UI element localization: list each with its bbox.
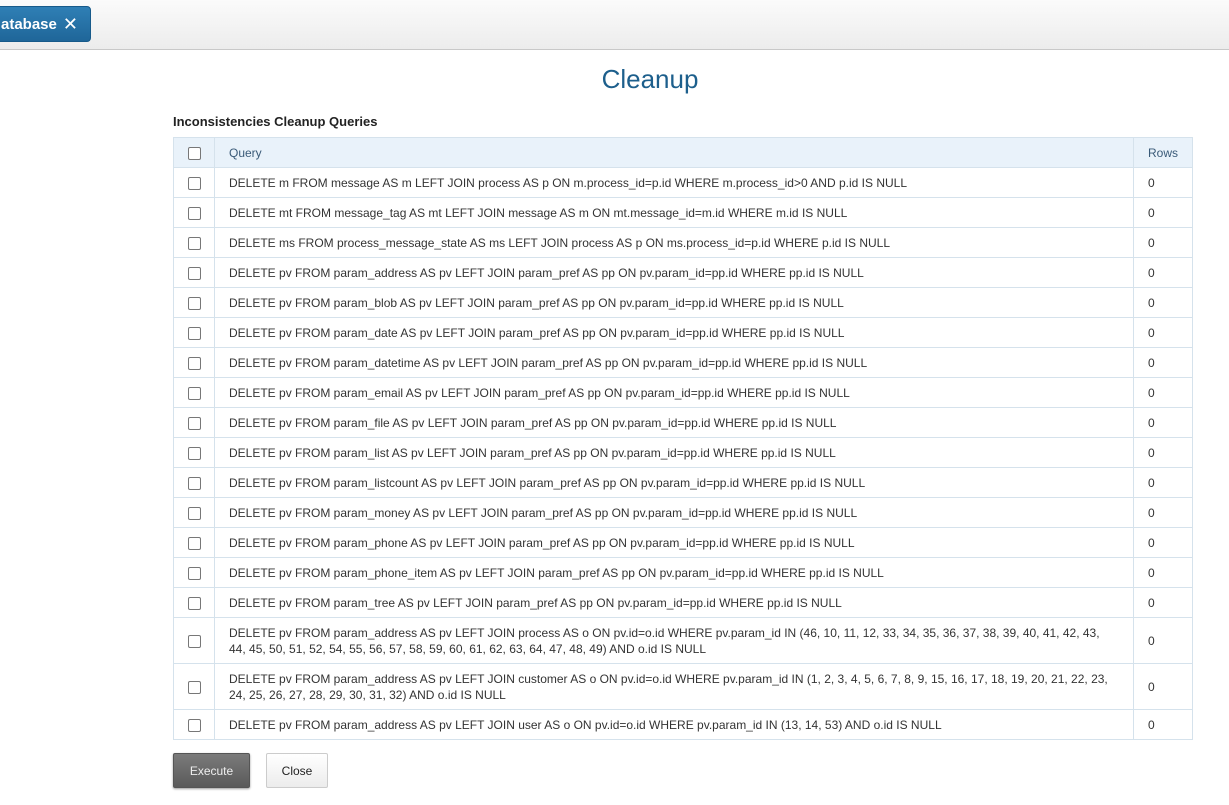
rows-cell: 0 xyxy=(1133,467,1193,498)
queries-table: Query Rows DELETE m FROM message AS m LE… xyxy=(173,137,1193,740)
section-title: Inconsistencies Cleanup Queries xyxy=(173,114,378,129)
rows-cell: 0 xyxy=(1133,287,1193,318)
select-all-checkbox[interactable] xyxy=(187,146,201,160)
table-row: DELETE mt FROM message_tag AS mt LEFT JO… xyxy=(173,197,1193,228)
row-checkbox[interactable] xyxy=(187,386,201,400)
close-icon[interactable]: ✕ xyxy=(62,13,78,34)
close-button[interactable]: Close xyxy=(266,753,328,788)
rows-cell: 0 xyxy=(1133,257,1193,288)
query-cell: DELETE pv FROM param_address AS pv LEFT … xyxy=(214,617,1134,664)
query-cell: DELETE pv FROM param_address AS pv LEFT … xyxy=(214,709,1134,740)
table-row: DELETE pv FROM param_date AS pv LEFT JOI… xyxy=(173,317,1193,348)
top-bar: atabase ✕ xyxy=(0,0,1229,50)
rows-cell: 0 xyxy=(1133,317,1193,348)
table-row: DELETE ms FROM process_message_state AS … xyxy=(173,227,1193,258)
execute-button[interactable]: Execute xyxy=(173,753,250,788)
query-cell: DELETE pv FROM param_file AS pv LEFT JOI… xyxy=(214,407,1134,438)
rows-cell: 0 xyxy=(1133,227,1193,258)
query-cell: DELETE pv FROM param_money AS pv LEFT JO… xyxy=(214,497,1134,528)
rows-cell: 0 xyxy=(1133,497,1193,528)
tab-label: atabase xyxy=(1,15,57,33)
rows-cell: 0 xyxy=(1133,167,1193,198)
query-cell: DELETE pv FROM param_phone_item AS pv LE… xyxy=(214,557,1134,588)
table-row: DELETE pv FROM param_address AS pv LEFT … xyxy=(173,709,1193,740)
row-checkbox[interactable] xyxy=(187,176,201,190)
table-row: DELETE pv FROM param_address AS pv LEFT … xyxy=(173,617,1193,664)
row-checkbox[interactable] xyxy=(187,476,201,490)
row-checkbox[interactable] xyxy=(187,446,201,460)
rows-cell: 0 xyxy=(1133,347,1193,378)
table-row: DELETE m FROM message AS m LEFT JOIN pro… xyxy=(173,167,1193,198)
rows-cell: 0 xyxy=(1133,617,1193,664)
row-checkbox[interactable] xyxy=(187,296,201,310)
row-checkbox[interactable] xyxy=(187,634,201,648)
query-cell: DELETE pv FROM param_date AS pv LEFT JOI… xyxy=(214,317,1134,348)
column-header-query: Query xyxy=(214,137,1134,168)
table-row: DELETE pv FROM param_address AS pv LEFT … xyxy=(173,663,1193,710)
column-header-rows: Rows xyxy=(1133,137,1193,168)
row-checkbox[interactable] xyxy=(187,266,201,280)
table-row: DELETE pv FROM param_phone_item AS pv LE… xyxy=(173,557,1193,588)
row-checkbox[interactable] xyxy=(187,236,201,250)
table-header: Query Rows xyxy=(173,137,1193,168)
table-row: DELETE pv FROM param_tree AS pv LEFT JOI… xyxy=(173,587,1193,618)
query-cell: DELETE pv FROM param_phone AS pv LEFT JO… xyxy=(214,527,1134,558)
row-checkbox[interactable] xyxy=(187,356,201,370)
row-checkbox[interactable] xyxy=(187,326,201,340)
table-row: DELETE pv FROM param_list AS pv LEFT JOI… xyxy=(173,437,1193,468)
row-checkbox[interactable] xyxy=(187,680,201,694)
table-row: DELETE pv FROM param_datetime AS pv LEFT… xyxy=(173,347,1193,378)
query-cell: DELETE pv FROM param_list AS pv LEFT JOI… xyxy=(214,437,1134,468)
query-cell: DELETE pv FROM param_blob AS pv LEFT JOI… xyxy=(214,287,1134,318)
query-cell: DELETE pv FROM param_listcount AS pv LEF… xyxy=(214,467,1134,498)
rows-cell: 0 xyxy=(1133,527,1193,558)
rows-cell: 0 xyxy=(1133,407,1193,438)
rows-cell: 0 xyxy=(1133,587,1193,618)
row-checkbox[interactable] xyxy=(187,536,201,550)
row-checkbox[interactable] xyxy=(187,416,201,430)
query-cell: DELETE mt FROM message_tag AS mt LEFT JO… xyxy=(214,197,1134,228)
rows-cell: 0 xyxy=(1133,557,1193,588)
query-cell: DELETE pv FROM param_email AS pv LEFT JO… xyxy=(214,377,1134,408)
row-checkbox[interactable] xyxy=(187,506,201,520)
rows-cell: 0 xyxy=(1133,663,1193,710)
query-cell: DELETE pv FROM param_address AS pv LEFT … xyxy=(214,663,1134,710)
table-row: DELETE pv FROM param_listcount AS pv LEF… xyxy=(173,467,1193,498)
query-cell: DELETE m FROM message AS m LEFT JOIN pro… xyxy=(214,167,1134,198)
table-row: DELETE pv FROM param_file AS pv LEFT JOI… xyxy=(173,407,1193,438)
query-cell: DELETE pv FROM param_datetime AS pv LEFT… xyxy=(214,347,1134,378)
rows-cell: 0 xyxy=(1133,377,1193,408)
rows-cell: 0 xyxy=(1133,197,1193,228)
rows-cell: 0 xyxy=(1133,437,1193,468)
page-title: Cleanup xyxy=(601,64,699,94)
row-checkbox[interactable] xyxy=(187,718,201,732)
table-row: DELETE pv FROM param_email AS pv LEFT JO… xyxy=(173,377,1193,408)
row-checkbox[interactable] xyxy=(187,596,201,610)
table-row: DELETE pv FROM param_address AS pv LEFT … xyxy=(173,257,1193,288)
query-cell: DELETE ms FROM process_message_state AS … xyxy=(214,227,1134,258)
row-checkbox[interactable] xyxy=(187,566,201,580)
query-cell: DELETE pv FROM param_tree AS pv LEFT JOI… xyxy=(214,587,1134,618)
table-row: DELETE pv FROM param_money AS pv LEFT JO… xyxy=(173,497,1193,528)
query-cell: DELETE pv FROM param_address AS pv LEFT … xyxy=(214,257,1134,288)
table-row: DELETE pv FROM param_phone AS pv LEFT JO… xyxy=(173,527,1193,558)
row-checkbox[interactable] xyxy=(187,206,201,220)
rows-cell: 0 xyxy=(1133,709,1193,740)
table-row: DELETE pv FROM param_blob AS pv LEFT JOI… xyxy=(173,287,1193,318)
tab-database[interactable]: atabase ✕ xyxy=(0,6,91,42)
